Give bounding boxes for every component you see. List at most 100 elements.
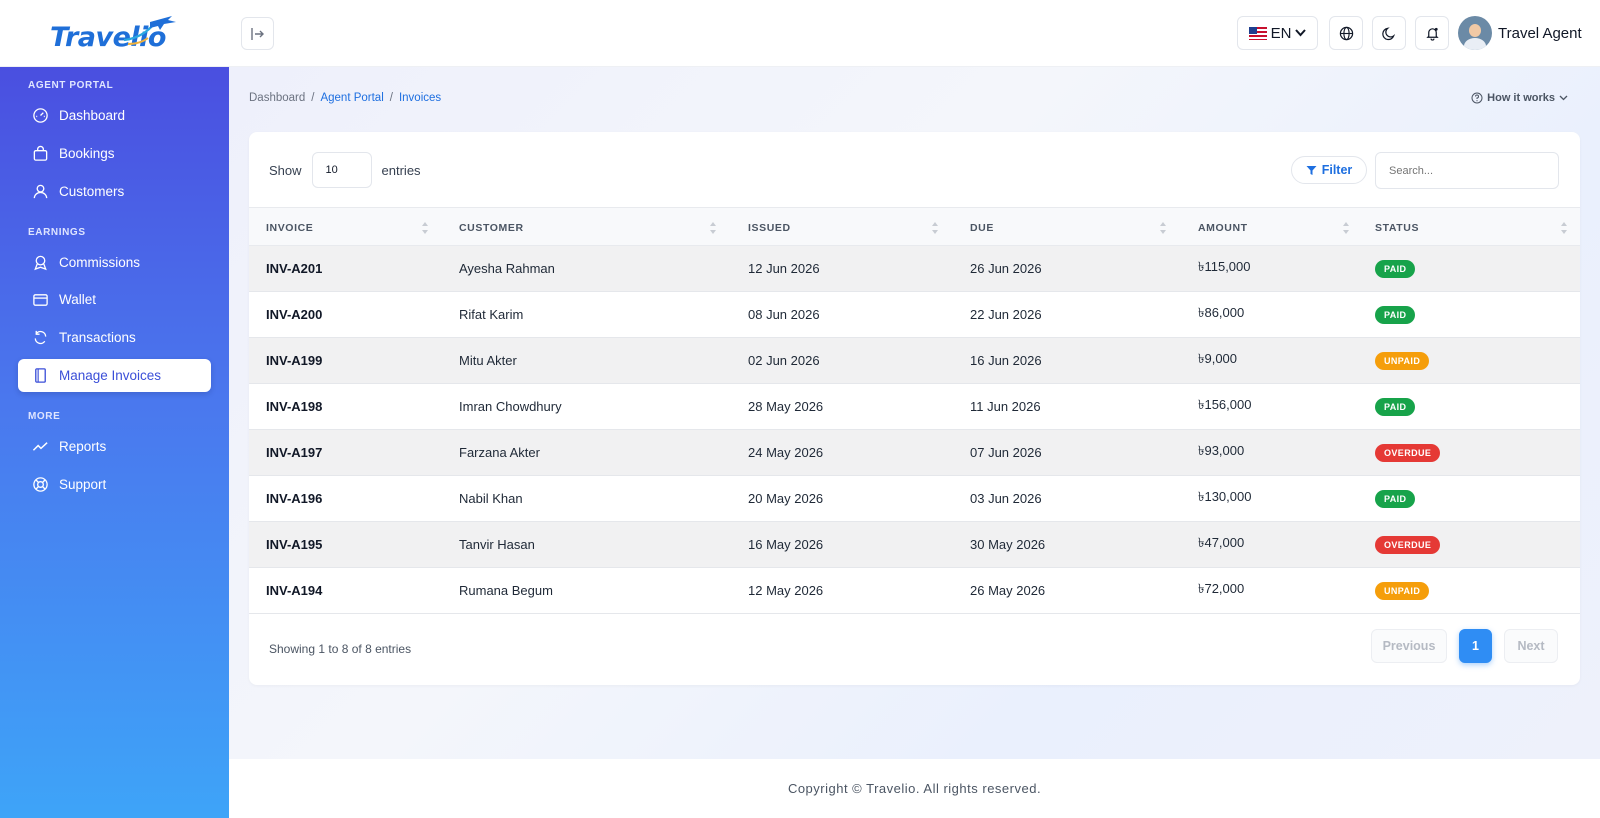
us-flag-icon: [1248, 26, 1267, 40]
entries-label: entries: [381, 162, 421, 178]
status-badge: OVERDUE: [1375, 535, 1441, 554]
due-date: 22 Jun 2026: [970, 307, 1042, 322]
issued-date: 16 May 2026: [748, 537, 824, 552]
sort-icon: [1160, 222, 1166, 234]
sidebar-item-label: Wallet: [59, 292, 97, 307]
sidebar-item-manage-invoices[interactable]: Manage Invoices: [18, 359, 211, 392]
customer-name: Rumana Begum: [459, 583, 553, 598]
chevron-down-icon: [1559, 95, 1568, 101]
table-row[interactable]: INV-A196 Nabil Khan 20 May 2026 03 Jun 2…: [249, 476, 1580, 522]
sidebar-item-label: Reports: [59, 439, 107, 454]
sidebar-item-bookings[interactable]: Bookings: [18, 137, 211, 170]
sidebar-item-transactions[interactable]: Transactions: [18, 321, 211, 354]
sidebar-item-dashboard[interactable]: Dashboard: [18, 99, 211, 132]
sidebar-item-support[interactable]: Support: [18, 468, 211, 501]
sidebar-item-label: Bookings: [59, 146, 115, 161]
column-header-customer[interactable]: CUSTOMER: [459, 221, 524, 234]
invoice-id[interactable]: INV-A199: [266, 353, 323, 368]
sidebar-item-label: Commissions: [59, 255, 141, 270]
breadcrumb-dashboard[interactable]: Dashboard: [249, 92, 306, 104]
next-page-button[interactable]: Next: [1504, 629, 1558, 663]
column-header-invoice[interactable]: INVOICE: [266, 221, 314, 234]
status-badge: PAID: [1375, 397, 1416, 416]
travelio-logo[interactable]: Travelio: [50, 14, 180, 54]
issued-date: 28 May 2026: [748, 399, 824, 414]
table-row[interactable]: INV-A195 Tanvir Hasan 16 May 2026 30 May…: [249, 522, 1580, 568]
status-cell: OVERDUE: [1375, 522, 1441, 567]
invoice-id[interactable]: INV-A195: [266, 537, 323, 552]
previous-page-button[interactable]: Previous: [1371, 629, 1447, 663]
status-cell: UNPAID: [1375, 338, 1430, 383]
trend-icon: [31, 438, 49, 456]
invoice-id[interactable]: INV-A197: [266, 445, 323, 460]
chevron-down-icon: [1295, 29, 1307, 37]
sidebar-item-reports[interactable]: Reports: [18, 430, 211, 463]
column-header-amount[interactable]: AMOUNT: [1198, 221, 1248, 234]
language-label: EN: [1270, 24, 1292, 42]
sidebar-item-label: Customers: [59, 184, 125, 199]
due-date: 30 May 2026: [970, 537, 1046, 552]
gauge-icon: [31, 107, 49, 125]
invoice-id[interactable]: INV-A201: [266, 261, 323, 276]
breadcrumb-agent-portal[interactable]: Agent Portal: [320, 92, 384, 104]
table-row[interactable]: INV-A194 Rumana Begum 12 May 2026 26 May…: [249, 568, 1580, 614]
show-label: Show: [269, 162, 302, 178]
issued-date: 20 May 2026: [748, 491, 824, 506]
invoice-id[interactable]: INV-A200: [266, 307, 323, 322]
amount: ৳86,000: [1198, 305, 1245, 320]
amount: ৳47,000: [1198, 535, 1245, 550]
issued-date: 12 May 2026: [748, 583, 824, 598]
filter-label: Filter: [1321, 163, 1353, 177]
globe-button[interactable]: [1329, 16, 1363, 50]
sidebar-toggle-button[interactable]: [241, 17, 274, 50]
amount: ৳93,000: [1198, 443, 1245, 458]
page-size-input[interactable]: 10: [311, 152, 372, 188]
due-date: 26 Jun 2026: [970, 261, 1042, 276]
sidebar-item-label: Dashboard: [59, 108, 126, 123]
award-icon: [31, 254, 49, 272]
table-row[interactable]: INV-A200 Rifat Karim 08 Jun 2026 22 Jun …: [249, 292, 1580, 338]
column-header-due[interactable]: DUE: [970, 221, 994, 234]
user-menu[interactable]: Travel Agent: [1458, 16, 1582, 50]
filter-button[interactable]: Filter: [1291, 156, 1367, 184]
user-icon: [31, 183, 49, 201]
sidebar-item-wallet[interactable]: Wallet: [18, 283, 211, 316]
column-header-status[interactable]: STATUS: [1375, 221, 1420, 234]
table-row[interactable]: INV-A199 Mitu Akter 02 Jun 2026 16 Jun 2…: [249, 338, 1580, 384]
sidebar-item-label: Transactions: [59, 330, 136, 345]
sidebar-item-customers[interactable]: Customers: [18, 175, 211, 208]
how-it-works-label: How it works: [1487, 92, 1555, 104]
due-date: 26 May 2026: [970, 583, 1046, 598]
sort-icon: [422, 222, 428, 234]
issued-date: 08 Jun 2026: [748, 307, 820, 322]
customer-name: Imran Chowdhury: [459, 399, 562, 414]
search-input[interactable]: [1375, 152, 1559, 189]
table-row[interactable]: INV-A201 Ayesha Rahman 12 Jun 2026 26 Ju…: [249, 246, 1580, 292]
column-header-issued[interactable]: ISSUED: [748, 221, 791, 234]
language-selector[interactable]: EN: [1237, 16, 1318, 50]
sort-icon: [1343, 222, 1349, 234]
amount: ৳72,000: [1198, 581, 1245, 596]
page-1-button[interactable]: 1: [1459, 629, 1492, 663]
moon-icon: [1381, 26, 1395, 40]
section-label-earnings: EARNINGS: [28, 227, 86, 238]
status-cell: UNPAID: [1375, 568, 1430, 613]
notifications-button[interactable]: [1415, 16, 1449, 50]
table-row[interactable]: INV-A197 Farzana Akter 24 May 2026 07 Ju…: [249, 430, 1580, 476]
status-cell: PAID: [1375, 476, 1416, 521]
sidebar-item-commissions[interactable]: Commissions: [18, 246, 211, 279]
theme-toggle-button[interactable]: [1372, 16, 1406, 50]
section-label-more: MORE: [28, 411, 61, 422]
top-bar: Travelio EN: [0, 0, 1600, 67]
invoice-icon: [31, 367, 49, 385]
invoice-id[interactable]: INV-A196: [266, 491, 323, 506]
table-row[interactable]: INV-A198 Imran Chowdhury 28 May 2026 11 …: [249, 384, 1580, 430]
invoice-id[interactable]: INV-A198: [266, 399, 323, 414]
invoices-card: Show 10 entries Filter INVOICE CUSTOMER …: [249, 132, 1580, 685]
sort-icon: [710, 222, 716, 234]
sidebar-item-label: Manage Invoices: [59, 368, 162, 383]
invoice-id[interactable]: INV-A194: [266, 583, 323, 598]
status-badge: PAID: [1375, 305, 1416, 324]
how-it-works-toggle[interactable]: How it works: [1471, 92, 1568, 104]
collapse-icon: [250, 27, 264, 40]
